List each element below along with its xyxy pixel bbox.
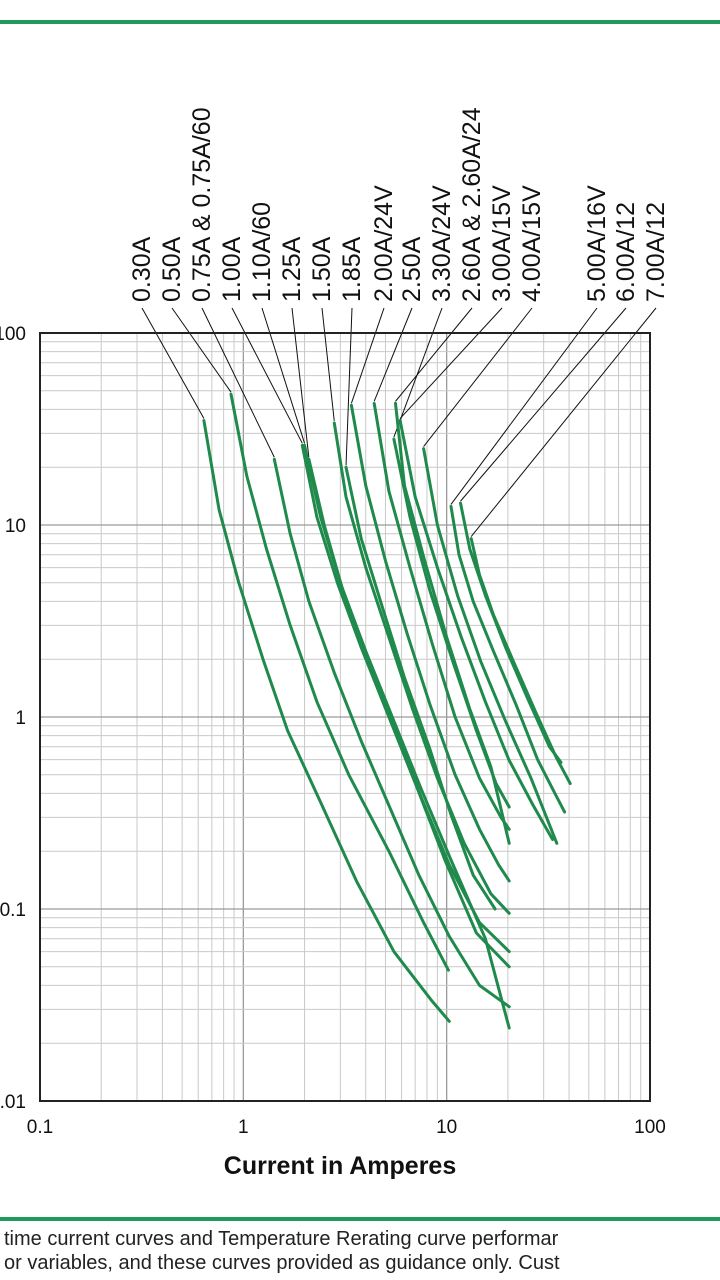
series-label: 4.00A/15V (518, 185, 546, 302)
x-tick-label: 10 (436, 1117, 457, 1138)
leader-line (350, 307, 385, 404)
series-label: 2.60A & 2.60A/24 (458, 107, 486, 302)
series-line (392, 437, 511, 809)
series-label: 0.50A (158, 236, 186, 302)
series-line (398, 419, 555, 841)
x-tick-label: 100 (634, 1117, 666, 1138)
leader-line (231, 307, 303, 444)
leader-line (141, 307, 205, 419)
series-line (307, 457, 511, 954)
series-label: 2.00A/24V (370, 185, 398, 302)
series-line (449, 504, 567, 814)
series-label: 0.75A & 0.75A/60 (188, 107, 216, 302)
leader-line (395, 307, 473, 402)
series-line (349, 403, 511, 883)
series-line (229, 392, 450, 972)
series-line (202, 419, 451, 1023)
series-line (372, 401, 511, 831)
leader-line (399, 307, 503, 419)
leader-line (470, 307, 657, 537)
top-accent-rule (0, 20, 720, 24)
footer-line-2: or variables, and these curves provided … (4, 1252, 560, 1274)
footer-note: time current curves and Temperature Rera… (4, 1227, 720, 1275)
leader-line (393, 307, 443, 438)
y-tick-label: 10 (5, 516, 26, 537)
series-line (469, 537, 572, 786)
leader-line (321, 307, 335, 422)
leader-line (423, 307, 533, 447)
series-label: 1.10A/60 (248, 202, 276, 302)
series-label: 2.50A (398, 236, 426, 302)
series-line (332, 421, 511, 915)
y-tick-label: 1 (15, 708, 26, 729)
leader-line (450, 307, 598, 505)
x-axis-title: Current in Amperes (224, 1152, 456, 1180)
series-label: 1.85A (338, 236, 366, 302)
series-line (272, 457, 511, 1009)
series-label: 1.00A (218, 236, 246, 302)
series-line (394, 401, 511, 845)
time-current-chart: 0.30A 0.50A 0.75A & 0.75A/60 1.00A 1.10A/60 1… (0, 107, 670, 1180)
leader-line (291, 307, 310, 458)
plot-frame (39, 332, 651, 1102)
leader-line (373, 307, 413, 402)
series-label: 1.50A (308, 236, 336, 302)
series-line (459, 501, 563, 764)
leader-line (171, 307, 232, 393)
leader-line (345, 307, 353, 466)
bottom-accent-rule (0, 1217, 720, 1221)
series-line (344, 465, 497, 911)
x-tick-label: 1 (238, 1117, 249, 1138)
footer-line-1: time current curves and Temperature Rera… (4, 1228, 559, 1250)
series-label: 0.30A (128, 236, 156, 302)
x-tick-label: 0.1 (27, 1117, 53, 1138)
series-label: 3.00A/15V (488, 185, 516, 302)
series-label: 7.00A/12 (642, 202, 670, 302)
leader-line (460, 307, 627, 502)
series-line (422, 447, 559, 845)
series-label: 6.00A/12 (612, 202, 640, 302)
series-label: 1.25A (278, 236, 306, 302)
leader-line (261, 307, 306, 444)
series-label: 3.30A/24V (428, 185, 456, 302)
y-tick-label: 100 (0, 324, 26, 345)
series-label: 5.00A/16V (583, 185, 611, 302)
y-tick-label: 0.1 (0, 900, 26, 921)
y-tick-label: 0.01 (0, 1092, 26, 1113)
